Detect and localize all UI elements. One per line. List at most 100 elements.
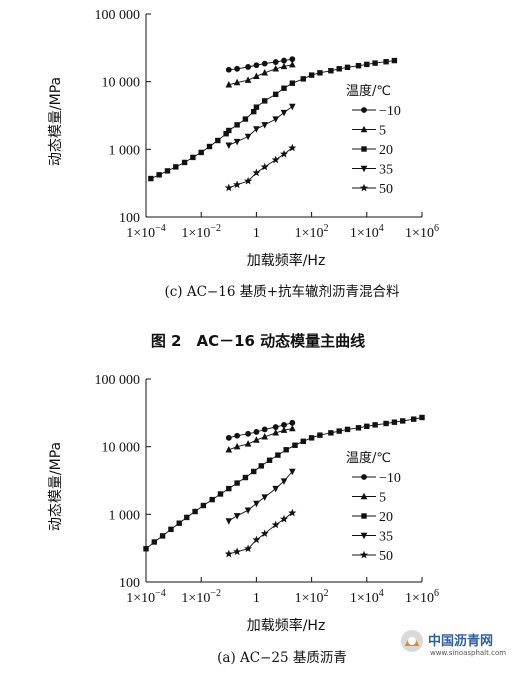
data-point: [242, 116, 249, 122]
legend: 温度/℃ −10 5 20 35 50: [346, 450, 401, 564]
series-circle: [225, 56, 296, 73]
data-point: [317, 70, 323, 76]
series-star: [224, 143, 297, 192]
data-point: [234, 432, 241, 439]
x-tick-label: 1: [253, 226, 260, 241]
data-point: [151, 539, 158, 545]
data-point: [272, 429, 279, 436]
data-point: [244, 544, 253, 553]
data-point: [364, 61, 370, 68]
data-point: [233, 513, 241, 520]
legend-marker-circle: [361, 107, 367, 113]
x-tick-label: 1×10−2: [181, 588, 221, 606]
x-tick-label: 1×10−4: [126, 223, 166, 241]
legend-label: −10: [379, 104, 401, 119]
data-point: [261, 122, 269, 129]
series-triangle-down: [225, 468, 296, 525]
data-point: [344, 64, 351, 71]
data-point: [283, 447, 289, 453]
series-triangle-down: [225, 103, 296, 150]
data-point: [300, 438, 306, 445]
data-point: [226, 485, 232, 492]
data-point: [244, 507, 252, 515]
data-point: [400, 418, 406, 424]
data-point: [225, 66, 232, 73]
data-point: [355, 425, 362, 431]
data-point: [215, 137, 221, 144]
series-line: [150, 60, 395, 180]
data-point: [156, 172, 162, 178]
y-tick-label: 1 000: [109, 143, 141, 158]
data-point: [253, 126, 260, 133]
data-point: [225, 518, 233, 525]
data-point: [288, 143, 297, 152]
data-point: [209, 496, 215, 503]
data-point: [253, 429, 260, 435]
y-axis-label: 动态模量/MPa: [48, 442, 64, 531]
data-point: [260, 162, 269, 171]
x-tick-label: 1×102: [295, 223, 329, 241]
legend-label: 20: [379, 510, 393, 525]
data-point: [280, 478, 288, 485]
watermark-text: 中国沥青网: [428, 633, 493, 649]
data-point: [328, 68, 334, 74]
y-tick-label: 100: [119, 211, 140, 226]
legend-label: 20: [379, 143, 393, 158]
watermark-logo-icon: [401, 630, 423, 652]
data-point: [266, 457, 273, 463]
data-point: [281, 421, 287, 428]
data-point: [317, 432, 323, 438]
data-point: [159, 533, 166, 539]
data-point: [419, 414, 425, 421]
data-point: [234, 65, 241, 72]
legend-label: 35: [379, 163, 393, 178]
data-point: [253, 104, 260, 110]
data-point: [233, 547, 242, 556]
legend-marker-triangle-up: [360, 125, 368, 133]
y-tick-label: 100 000: [95, 373, 141, 388]
data-point: [224, 183, 233, 192]
data-point: [300, 76, 306, 82]
watermark-url: www.sinoasphalt.com: [430, 649, 506, 657]
data-point: [253, 62, 260, 69]
x-tick-label: 1: [253, 591, 260, 606]
data-point: [234, 122, 240, 128]
data-point: [244, 133, 252, 141]
data-point: [280, 514, 288, 523]
data-point: [251, 108, 257, 115]
x-tick-label: 1×104: [350, 588, 384, 606]
data-point: [168, 526, 174, 533]
data-point: [225, 445, 233, 453]
legend-marker-square: [361, 146, 367, 152]
legend-marker-triangle-down: [360, 532, 368, 540]
data-point: [281, 85, 287, 91]
chart-panel-c: 1×10−4 1×10−2 1 1×102 1×104 1×106 100 1 000 10 0…: [48, 8, 439, 300]
x-tick-label: 1×102: [295, 588, 329, 606]
data-point: [251, 468, 257, 475]
y-tick-label: 100: [119, 576, 140, 591]
series-triangle-up: [225, 424, 296, 453]
data-point: [233, 78, 241, 86]
data-point: [217, 491, 224, 497]
data-point: [184, 514, 190, 521]
data-point: [271, 155, 280, 164]
data-point: [289, 56, 296, 63]
data-point: [261, 432, 269, 440]
chart-panel-a: 1×10−4 1×10−2 1 1×102 1×104 1×106 100 1 000 10 0…: [48, 373, 439, 666]
series-circle: [225, 419, 296, 441]
legend: 温度/℃ −10 5 20 35 50: [346, 83, 401, 197]
data-point: [262, 98, 268, 104]
data-point: [261, 69, 269, 76]
data-point: [226, 127, 232, 134]
legend-label: 5: [379, 124, 386, 139]
data-point: [252, 168, 261, 177]
data-point: [391, 419, 398, 425]
data-point: [281, 57, 287, 64]
data-point: [253, 72, 260, 80]
legend-label: 35: [379, 530, 393, 545]
data-point: [244, 76, 252, 83]
legend-label: 50: [379, 549, 393, 564]
data-point: [233, 180, 242, 189]
data-point: [164, 168, 171, 174]
data-point: [225, 434, 232, 441]
